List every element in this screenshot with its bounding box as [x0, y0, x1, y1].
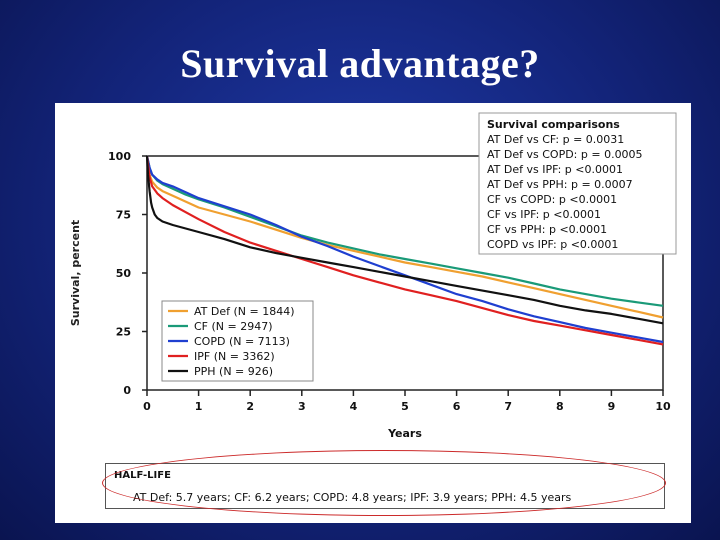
y-tick-label: 25 — [116, 326, 131, 339]
comparison-item-4: AT Def vs PPH: p = 0.0007 — [487, 178, 633, 191]
legend: AT Def (N = 1844) CF (N = 2947) COPD (N = … — [161, 300, 314, 382]
x-tick-label: 6 — [453, 400, 461, 413]
legend-label-3: COPD (N = 7113) — [194, 335, 290, 348]
y-tick-label: 75 — [116, 209, 131, 222]
legend-label-2: CF (N = 2947) — [194, 320, 273, 333]
series-line-3 — [145, 155, 664, 344]
series-line-4 — [145, 155, 664, 346]
comparison-item-6: CF vs IPF: p <0.0001 — [487, 208, 601, 221]
series-line-5 — [145, 155, 664, 325]
y-tick-label: 100 — [108, 150, 131, 163]
y-axis-label: Survival, percent — [69, 220, 82, 326]
chart-axes: 0 25 50 75 100 0 1 2 3 4 5 6 7 8 9 10 Years Survival, per… — [69, 150, 671, 440]
x-tick-label: 1 — [195, 400, 203, 413]
x-tick-label: 2 — [246, 400, 254, 413]
comparison-item-5: CF vs COPD: p <0.0001 — [487, 193, 617, 206]
x-tick-label: 9 — [608, 400, 616, 413]
x-tick-label: 8 — [556, 400, 564, 413]
comparisons-title: Survival comparisons — [487, 118, 620, 131]
series-line-1 — [145, 155, 664, 319]
comparison-item-7: CF vs PPH: p <0.0001 — [487, 223, 607, 236]
legend-label-4: IPF (N = 3362) — [194, 350, 275, 363]
slide-title: Survival advantage? — [180, 41, 540, 86]
x-tick-label: 4 — [350, 400, 358, 413]
x-tick-label: 10 — [655, 400, 671, 413]
comparisons-box: Survival comparisons AT Def vs CF: p = 0.… — [478, 112, 677, 255]
y-tick-label: 50 — [116, 267, 132, 280]
y-tick-label: 0 — [123, 384, 131, 397]
series-line-2 — [145, 155, 664, 307]
x-tick-label: 7 — [504, 400, 512, 413]
x-tick-label: 5 — [401, 400, 409, 413]
comparison-item-2: AT Def vs COPD: p = 0.0005 — [487, 148, 643, 161]
comparison-item-3: AT Def vs IPF: p <0.0001 — [487, 163, 623, 176]
survival-chart: 0 25 50 75 100 0 1 2 3 4 5 6 7 8 9 10 Years Survival, per… — [69, 112, 677, 440]
comparison-item-8: COPD vs IPF: p <0.0001 — [487, 238, 618, 251]
legend-label-1: AT Def (N = 1844) — [194, 305, 295, 318]
x-tick-label: 0 — [143, 400, 151, 413]
legend-label-5: PPH (N = 926) — [194, 365, 273, 378]
figure-panel: 0 25 50 75 100 0 1 2 3 4 5 6 7 8 9 10 Years Survival, per… — [55, 103, 691, 523]
highlight-ellipse — [102, 450, 666, 516]
comparisons-frame — [478, 112, 677, 255]
x-tick-label: 3 — [298, 400, 306, 413]
x-axis-label: Years — [387, 427, 422, 440]
comparison-item-1: AT Def vs CF: p = 0.0031 — [487, 133, 624, 146]
series-layer — [145, 155, 664, 346]
